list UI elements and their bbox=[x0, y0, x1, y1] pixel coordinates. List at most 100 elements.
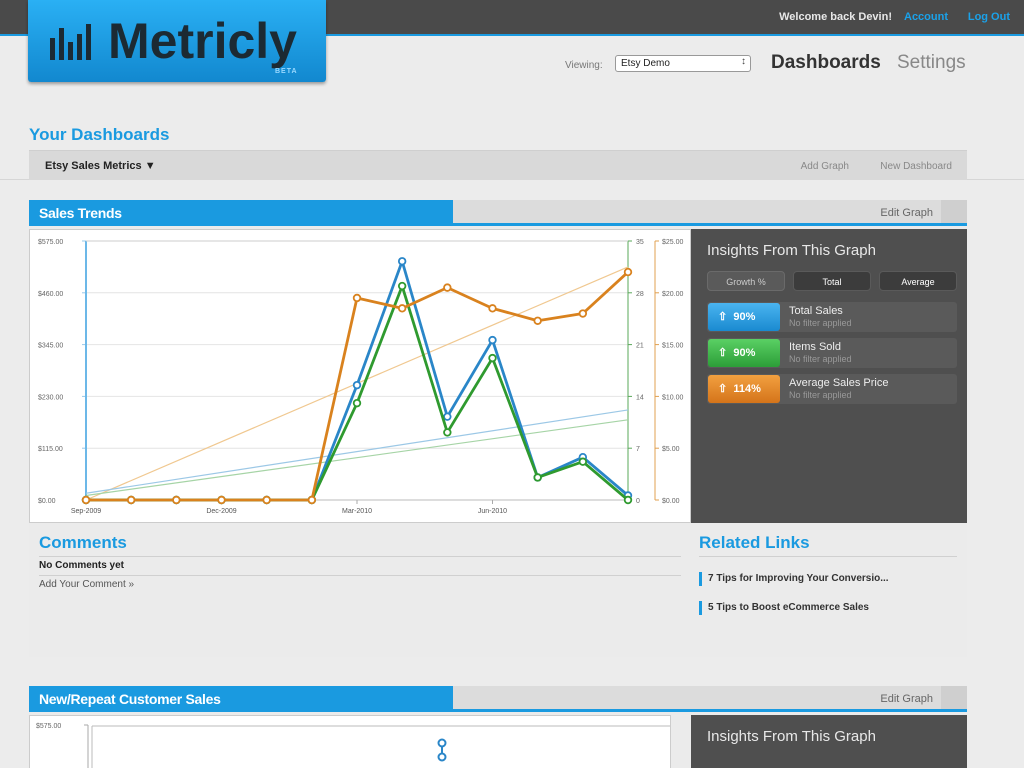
badge-value: 90% bbox=[733, 311, 756, 323]
y-tick-label: $575.00 bbox=[36, 723, 61, 730]
data-point bbox=[443, 283, 452, 292]
welcome-text: Welcome back Devin! bbox=[779, 11, 892, 23]
chart-svg: $575.00 bbox=[36, 723, 670, 768]
data-point bbox=[307, 495, 317, 505]
insight-badge: ⇧ 114% bbox=[708, 375, 780, 403]
divider bbox=[39, 556, 681, 557]
nav-dashboards[interactable]: Dashboards bbox=[771, 52, 881, 73]
y2-tick-label: 35 bbox=[636, 239, 644, 246]
insight-average-price[interactable]: ⇧ 114% Average Sales Price No filter app… bbox=[707, 374, 957, 404]
insights-title: Insights From This Graph bbox=[707, 242, 876, 259]
insight-label: Total Sales bbox=[789, 305, 843, 317]
no-comments-text: No Comments yet bbox=[39, 560, 125, 571]
y-tick-label: $460.00 bbox=[38, 291, 63, 298]
insight-sub: No filter applied bbox=[789, 390, 852, 400]
y2-tick-label: 7 bbox=[636, 446, 640, 453]
logout-link[interactable]: Log Out bbox=[967, 11, 1010, 23]
select-arrows-icon: ↕ bbox=[741, 56, 746, 67]
data-point bbox=[217, 495, 226, 505]
insight-sub: No filter applied bbox=[789, 354, 852, 364]
header: Metricly BETA Viewing: Etsy Demo ↕ Dashb… bbox=[0, 0, 1024, 180]
x-tick-label: Mar-2010 bbox=[342, 508, 372, 515]
y3-tick-label: $15.00 bbox=[662, 343, 684, 350]
data-point bbox=[172, 495, 181, 505]
y2-tick-label: 14 bbox=[636, 394, 644, 401]
y-tick-label: $0.00 bbox=[38, 498, 56, 505]
panel-title: Sales Trends bbox=[29, 200, 453, 226]
y2-tick-label: 0 bbox=[636, 498, 640, 505]
divider bbox=[39, 575, 681, 576]
y-tick-label: $115.00 bbox=[38, 446, 63, 453]
trendline bbox=[85, 419, 629, 497]
edit-graph-link[interactable]: Edit Graph bbox=[880, 693, 933, 705]
nav-settings[interactable]: Settings bbox=[897, 52, 966, 73]
new-dashboard-link[interactable]: New Dashboard bbox=[880, 161, 952, 172]
up-arrow-icon: ⇧ bbox=[718, 383, 728, 395]
insight-label: Items Sold bbox=[789, 341, 841, 353]
logo-wordmark: Metricly bbox=[108, 13, 297, 69]
add-graph-link[interactable]: Add Graph bbox=[800, 161, 849, 172]
badge-value: 90% bbox=[733, 347, 756, 359]
insight-badge: ⇧ 90% bbox=[708, 339, 780, 367]
current-dashboard-label: Etsy Sales Metrics bbox=[45, 160, 142, 172]
up-arrow-icon: ⇧ bbox=[718, 347, 728, 359]
sales-trends-chart: $575.00 $460.00 $345.00 $230.00 $115.00 $0.00… bbox=[29, 229, 691, 523]
y3-tick-label: $10.00 bbox=[662, 394, 684, 401]
x-tick-label: Jun-2010 bbox=[478, 508, 507, 515]
chart-svg: $575.00 $460.00 $345.00 $230.00 $115.00 $0.00… bbox=[38, 239, 684, 515]
data-point bbox=[488, 304, 497, 313]
average-button[interactable]: Average bbox=[879, 271, 957, 291]
viewing-select-value: Etsy Demo bbox=[621, 58, 670, 69]
data-point bbox=[578, 309, 588, 318]
total-button[interactable]: Total bbox=[793, 271, 871, 291]
drag-handle[interactable] bbox=[941, 686, 967, 709]
data-point bbox=[352, 380, 362, 390]
drag-handle[interactable] bbox=[941, 200, 967, 223]
panel-toolbar: Edit Graph bbox=[453, 686, 967, 712]
edit-graph-link[interactable]: Edit Graph bbox=[880, 207, 933, 219]
current-dashboard-dropdown[interactable]: Etsy Sales Metrics ▼ bbox=[45, 160, 156, 172]
y-tick-label: $575.00 bbox=[38, 239, 63, 246]
metricly-logo[interactable]: Metricly BETA bbox=[28, 0, 326, 82]
trendline bbox=[85, 409, 629, 494]
logo-bars-icon bbox=[50, 20, 102, 60]
data-point bbox=[623, 495, 633, 505]
y-tick-label: $345.00 bbox=[38, 343, 63, 350]
insight-total-sales[interactable]: ⇧ 90% Total Sales No filter applied bbox=[707, 302, 957, 332]
data-point bbox=[126, 495, 136, 505]
insight-items-sold[interactable]: ⇧ 90% Items Sold No filter applied bbox=[707, 338, 957, 368]
y3-tick-label: $20.00 bbox=[662, 291, 684, 298]
data-point bbox=[488, 353, 497, 363]
data-point bbox=[533, 316, 542, 325]
up-arrow-icon: ⇧ bbox=[718, 311, 728, 323]
dashboard-toolbar: Etsy Sales Metrics ▼ Add Graph New Dashb… bbox=[29, 150, 967, 180]
growth-button[interactable]: Growth % bbox=[707, 271, 785, 291]
y3-tick-label: $5.00 bbox=[662, 446, 680, 453]
data-point bbox=[397, 281, 407, 291]
viewing-label: Viewing: bbox=[565, 60, 603, 71]
data-point bbox=[488, 335, 497, 345]
data-point bbox=[623, 267, 633, 277]
panel-toolbar: Edit Graph bbox=[453, 200, 967, 226]
y2-tick-label: 28 bbox=[636, 291, 644, 298]
insights-panel: Insights From This Graph Growth % Total … bbox=[691, 229, 967, 523]
insight-sub: No filter applied bbox=[789, 318, 852, 328]
related-link[interactable]: 7 Tips for Improving Your Conversio... bbox=[699, 572, 889, 586]
add-comment-link[interactable]: Add Your Comment » bbox=[39, 579, 135, 590]
account-link[interactable]: Account bbox=[904, 11, 948, 23]
dropdown-arrow-icon: ▼ bbox=[144, 160, 156, 172]
data-point bbox=[578, 457, 588, 466]
related-link[interactable]: 5 Tips to Boost eCommerce Sales bbox=[699, 601, 869, 615]
panel-title: New/Repeat Customer Sales bbox=[29, 686, 453, 712]
x-tick-label: Sep-2009 bbox=[71, 508, 101, 515]
insights-title: Insights From This Graph bbox=[707, 728, 876, 745]
sales-trends-panel: Sales Trends Edit Graph $575.00 $460.00 $3… bbox=[29, 200, 967, 657]
x-tick-label: Dec-2009 bbox=[206, 508, 236, 515]
customer-sales-panel: New/Repeat Customer Sales Edit Graph $57… bbox=[29, 686, 967, 768]
viewing-select[interactable]: Etsy Demo ↕ bbox=[615, 55, 751, 72]
data-point bbox=[262, 495, 271, 505]
divider bbox=[699, 556, 957, 557]
data-point bbox=[533, 473, 542, 482]
related-links-title: Related Links bbox=[699, 533, 810, 552]
y3-tick-label: $25.00 bbox=[662, 239, 684, 246]
